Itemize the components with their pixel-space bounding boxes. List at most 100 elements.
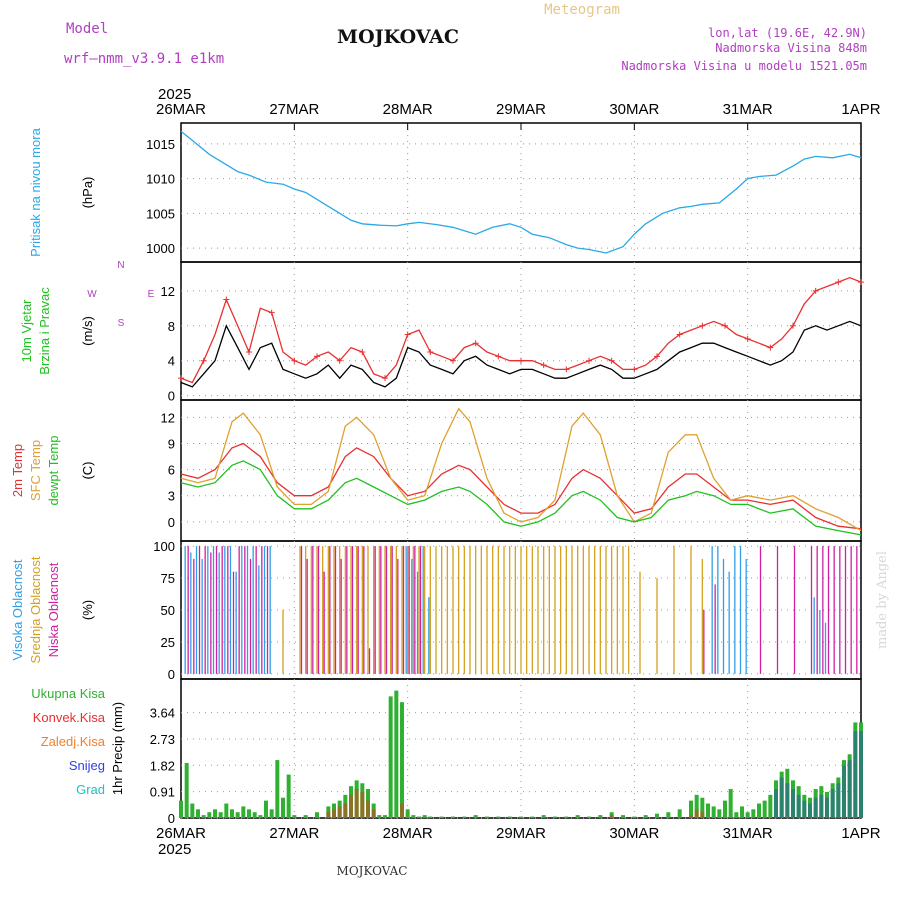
precip-bar xyxy=(451,816,455,818)
precip-snow-bar xyxy=(830,789,835,818)
panel-frame-wind xyxy=(180,261,862,401)
precip-bar xyxy=(666,812,671,818)
precip-bar xyxy=(286,774,291,818)
watermark: made by Angel xyxy=(875,551,890,649)
x-tick-label-bottom: 1APR xyxy=(841,825,880,842)
precip-conv-bar xyxy=(337,806,342,818)
gust-marker xyxy=(291,357,298,364)
y-axis-label-pressure: Pritisak na nivou mora xyxy=(28,127,43,256)
precip-bar xyxy=(218,812,223,818)
y-tick-label-wind: 0 xyxy=(168,389,175,404)
precip-bar xyxy=(553,816,557,818)
y-axis-label-temperature: dewpt Temp xyxy=(46,436,61,506)
gust-marker xyxy=(563,366,570,373)
gust-marker xyxy=(654,353,660,360)
gust-marker xyxy=(835,279,842,286)
precip-bar xyxy=(717,809,722,818)
precip-conv-bar xyxy=(689,815,693,818)
y-axis-label-wind: 10m Vjetar xyxy=(19,299,34,363)
precip-snow-bar xyxy=(791,789,795,818)
precip-snow-bar xyxy=(785,783,790,818)
precip-bar xyxy=(621,815,625,818)
precip-snow-bar xyxy=(853,731,858,818)
precip-bar xyxy=(757,803,761,818)
y-tick-label-precip: 2.73 xyxy=(150,732,175,747)
y-tick-label-pressure: 1000 xyxy=(146,241,175,256)
precip-legend-item: Zaledj.Kisa xyxy=(41,734,106,749)
precip-bar xyxy=(207,812,212,818)
footer-station: MOJKOVAC xyxy=(337,864,408,878)
gust-marker xyxy=(767,344,774,351)
gust-marker xyxy=(200,357,207,364)
x-tick-label-top: 1APR xyxy=(841,101,880,118)
x-tick-label-top: 29MAR xyxy=(496,101,546,118)
precip-bar xyxy=(281,797,285,818)
gust-marker xyxy=(178,375,184,382)
y-unit-label-wind: (m/s) xyxy=(80,316,95,346)
precip-bar xyxy=(496,816,501,818)
series-line-wind-1 xyxy=(180,277,862,384)
y-tick-label-precip: 0 xyxy=(168,811,175,826)
x-tick-label-bottom: 29MAR xyxy=(496,825,546,842)
y-tick-label-wind: 4 xyxy=(168,354,175,369)
gust-marker xyxy=(518,357,524,364)
precip-bar xyxy=(473,815,478,818)
gust-marker xyxy=(359,348,366,355)
precip-conv-bar xyxy=(700,812,705,818)
y-axis-label-precip: 1hr Precip (mm) xyxy=(110,702,125,795)
gust-marker xyxy=(699,322,706,329)
gust-marker xyxy=(495,353,502,360)
precip-legend-item: Grad xyxy=(76,782,105,797)
precip-conv-bar xyxy=(360,791,365,818)
precip-bar xyxy=(269,809,274,818)
gust-marker xyxy=(812,287,819,294)
x-tick-label-top: 26MAR xyxy=(156,101,206,118)
precip-bar xyxy=(394,690,399,818)
gust-marker xyxy=(540,362,547,369)
precip-conv-bar xyxy=(332,809,336,818)
precip-bar xyxy=(632,816,637,818)
precip-snow-bar xyxy=(859,731,863,818)
gust-marker xyxy=(246,348,252,355)
gust-marker xyxy=(427,348,434,355)
y-tick-label-pressure: 1005 xyxy=(146,206,175,221)
y-axis-label-clouds: Visoka Oblacnost xyxy=(10,559,25,660)
x-tick-label-bottom: 28MAR xyxy=(383,825,433,842)
y-tick-label-precip: 1.82 xyxy=(150,758,175,773)
panel-frame-precip xyxy=(180,678,862,819)
precip-bar xyxy=(252,812,257,818)
precip-bar xyxy=(411,815,416,818)
year-label-top: 2025 xyxy=(158,86,191,103)
precip-bar xyxy=(700,797,705,818)
series-line-temperature-2 xyxy=(180,460,862,536)
precip-bar xyxy=(734,812,739,818)
y-tick-label-precip: 3.64 xyxy=(150,706,175,721)
precip-bar xyxy=(728,789,733,818)
gust-marker xyxy=(608,357,615,364)
gust-marker xyxy=(336,357,343,364)
y-tick-label-clouds: 25 xyxy=(161,635,175,650)
compass-letter: N xyxy=(117,260,124,271)
precip-conv-bar xyxy=(609,815,614,818)
gust-marker xyxy=(382,375,388,382)
y-axis-label-wind: Brzina i Pravac xyxy=(37,287,52,375)
precip-bar xyxy=(519,816,523,818)
precip-snow-bar xyxy=(808,803,812,818)
precip-conv-bar xyxy=(694,809,699,818)
model-name: wrf—nmm_v3.9.1 e1km xyxy=(64,51,224,67)
precip-bar xyxy=(587,816,591,818)
y-tick-label-temperature: 9 xyxy=(168,437,175,452)
precip-bar xyxy=(740,806,744,818)
precip-snow-bar xyxy=(779,777,784,818)
precip-bar xyxy=(711,806,716,818)
year-label-bottom: 2025 xyxy=(158,841,191,858)
precip-bar xyxy=(292,815,297,818)
precip-conv-bar xyxy=(349,794,353,818)
precip-bar xyxy=(677,809,682,818)
precip-snow-bar xyxy=(802,800,807,818)
precip-bar xyxy=(485,816,489,818)
y-tick-label-pressure: 1010 xyxy=(146,172,175,187)
precip-bar xyxy=(428,816,433,818)
